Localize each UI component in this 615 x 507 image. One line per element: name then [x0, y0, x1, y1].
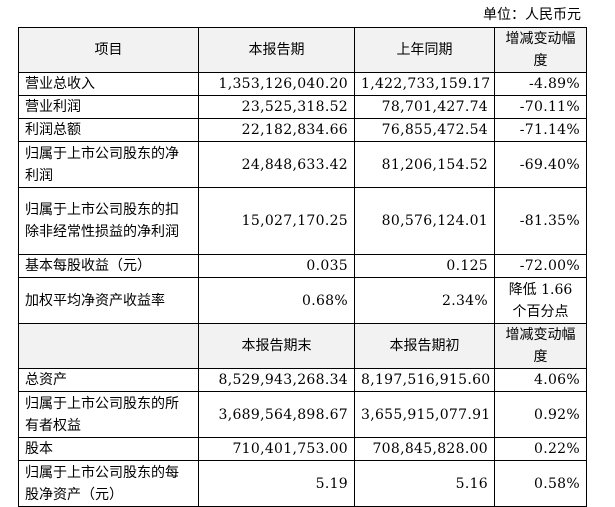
row-label: 加权平均净资产收益率	[18, 277, 199, 324]
financial-summary-table: 项目 本报告期 上年同期 增减变动幅度 营业总收入 1,353,126,040.…	[18, 27, 587, 507]
change-value: -71.14%	[494, 118, 587, 142]
row-label: 归属于上市公司股东的净利润	[18, 141, 199, 188]
header-item: 项目	[18, 27, 199, 73]
change-value: -72.00%	[494, 254, 587, 278]
header-period-start: 本报告期初	[354, 323, 495, 369]
previous-value: 3,655,915,077.91	[354, 391, 495, 438]
previous-value: 0.125	[354, 254, 495, 278]
table-row: 归属于上市公司股东的每股净资产（元） 5.19 5.16 0.58%	[18, 460, 587, 507]
header-period-end: 本报告期末	[198, 323, 355, 369]
current-value: 5.19	[198, 460, 355, 507]
row-label: 利润总额	[18, 118, 199, 142]
previous-value: 76,855,472.54	[354, 118, 495, 142]
unit-label: 单位：人民币元	[483, 7, 581, 23]
table-row: 基本每股收益（元） 0.035 0.125 -72.00%	[18, 254, 587, 278]
change-value: 0.58%	[494, 460, 587, 507]
table-row: 股本 710,401,753.00 708,845,828.00 0.22%	[18, 437, 587, 461]
row-label: 归属于上市公司股东的扣除非经常性损益的净利润	[18, 187, 199, 255]
row-label: 营业总收入	[18, 72, 199, 96]
previous-value: 5.16	[354, 460, 495, 507]
header-blank	[18, 323, 199, 369]
change-value: 0.92%	[494, 391, 587, 438]
current-value: 3,689,564,898.67	[198, 391, 355, 438]
header-same-period-last-year: 上年同期	[354, 27, 495, 73]
header-change-rate: 增减变动幅度	[494, 27, 587, 73]
current-value: 24,848,633.42	[198, 141, 355, 188]
header-row-current-period: 项目 本报告期 上年同期 增减变动幅度	[18, 27, 587, 73]
row-label: 股本	[18, 437, 199, 461]
row-label: 营业利润	[18, 95, 199, 119]
table-row: 利润总额 22,182,834.66 76,855,472.54 -71.14%	[18, 118, 587, 142]
header-change-rate: 增减变动幅度	[494, 323, 587, 369]
current-value: 8,529,943,268.34	[198, 368, 355, 392]
change-value: -70.11%	[494, 95, 587, 119]
previous-value: 708,845,828.00	[354, 437, 495, 461]
previous-value: 2.34%	[354, 277, 495, 324]
current-value: 710,401,753.00	[198, 437, 355, 461]
change-value: -4.89%	[494, 72, 587, 96]
current-value: 0.68%	[198, 277, 355, 324]
row-label: 归属于上市公司股东的每股净资产（元）	[18, 460, 199, 507]
previous-value: 1,422,733,159.17	[354, 72, 495, 96]
header-row-period-end: 本报告期末 本报告期初 增减变动幅度	[18, 323, 587, 369]
change-value: 4.06%	[494, 368, 587, 392]
current-value: 23,525,318.52	[198, 95, 355, 119]
current-value: 15,027,170.25	[198, 187, 355, 255]
change-value: 0.22%	[494, 437, 587, 461]
row-label: 归属于上市公司股东的所有者权益	[18, 391, 199, 438]
change-value: -81.35%	[494, 187, 587, 255]
current-value: 1,353,126,040.20	[198, 72, 355, 96]
change-value: -69.40%	[494, 141, 587, 188]
table-row: 归属于上市公司股东的所有者权益 3,689,564,898.67 3,655,9…	[18, 391, 587, 438]
previous-value: 8,197,516,915.60	[354, 368, 495, 392]
table-row: 归属于上市公司股东的扣除非经常性损益的净利润 15,027,170.25 80,…	[18, 187, 587, 255]
current-value: 22,182,834.66	[198, 118, 355, 142]
previous-value: 78,701,427.74	[354, 95, 495, 119]
table-row: 总资产 8,529,943,268.34 8,197,516,915.60 4.…	[18, 368, 587, 392]
table-row: 加权平均净资产收益率 0.68% 2.34% 降低 1.66 个百分点	[18, 277, 587, 324]
previous-value: 81,206,154.52	[354, 141, 495, 188]
table-row: 归属于上市公司股东的净利润 24,848,633.42 81,206,154.5…	[18, 141, 587, 188]
row-label: 基本每股收益（元）	[18, 254, 199, 278]
table-row: 营业利润 23,525,318.52 78,701,427.74 -70.11%	[18, 95, 587, 119]
table-row: 营业总收入 1,353,126,040.20 1,422,733,159.17 …	[18, 72, 587, 96]
previous-value: 80,576,124.01	[354, 187, 495, 255]
current-value: 0.035	[198, 254, 355, 278]
row-label: 总资产	[18, 368, 199, 392]
header-current-period: 本报告期	[198, 27, 355, 73]
change-value: 降低 1.66 个百分点	[494, 277, 587, 324]
